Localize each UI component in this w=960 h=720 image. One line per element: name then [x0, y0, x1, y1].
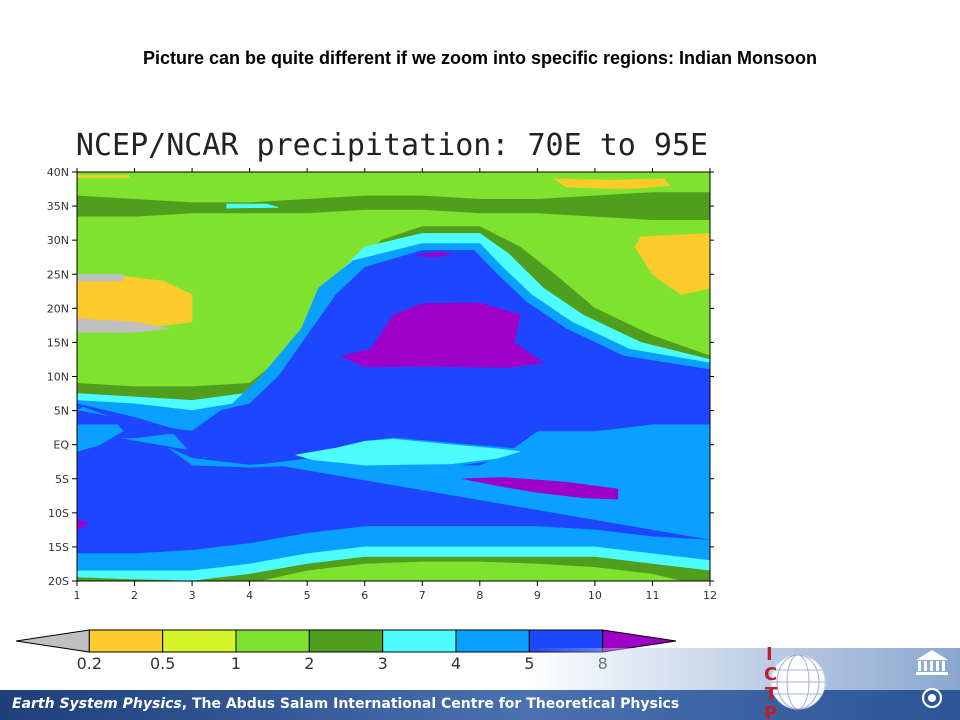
x-tick-label: 11: [645, 589, 659, 602]
contour-band: [77, 192, 710, 220]
contour-band: [77, 410, 308, 466]
contour-band: [77, 175, 130, 178]
footer-text: Earth System Physics, The Abdus Salam In…: [12, 696, 679, 712]
slide-title: Picture can be quite different if we zoo…: [142, 48, 818, 68]
y-tick-label: 10N: [47, 371, 69, 384]
y-tick-label: 15N: [47, 336, 69, 349]
x-axis: 1 2 3 4 5 6 7 8 9 10 11 12: [74, 168, 717, 602]
x-tick-label: 6: [361, 589, 368, 602]
x-tick-label: 8: [476, 589, 483, 602]
y-axis: 20S 15S 10S 5S EQ 5N 10N 15N 20N 25N 30N 35N 40N: [47, 166, 714, 588]
y-tick-label: 5S: [55, 473, 69, 486]
x-tick-label: 2: [131, 589, 138, 602]
contour-band: [634, 233, 710, 296]
y-tick-label: 35N: [47, 200, 69, 213]
contour-band: [261, 561, 682, 581]
contour-band: [77, 273, 124, 282]
footer-italic: Earth System Physics: [12, 696, 182, 712]
colorbar-high-arrow: [602, 629, 677, 653]
contour-band: [340, 302, 544, 368]
contour-bands: [77, 175, 710, 581]
contour-band: [553, 178, 671, 190]
x-tick-label: 5: [304, 589, 311, 602]
contour-band: [226, 203, 279, 209]
y-tick-label: 10S: [48, 507, 69, 520]
chart-title: NCEP/NCAR precipitation: 70E to 95E: [76, 128, 708, 163]
x-tick-label: 12: [703, 589, 717, 602]
contour-band: [462, 477, 619, 500]
contour-band: [295, 438, 521, 466]
x-tick-label: 7: [419, 589, 426, 602]
y-tick-label: 15S: [48, 541, 69, 554]
y-tick-label: EQ: [53, 439, 69, 452]
x-tick-label: 10: [588, 589, 602, 602]
x-tick-label: 1: [74, 589, 81, 602]
x-tick-label: 9: [534, 589, 541, 602]
x-tick-label: 4: [246, 589, 253, 602]
y-tick-label: 25N: [47, 268, 69, 281]
unesco-icon: [916, 650, 948, 708]
contour-band: [77, 318, 170, 333]
y-tick-label: 40N: [47, 166, 69, 179]
y-tick-label: 20N: [47, 302, 69, 315]
x-tick-label: 3: [189, 589, 196, 602]
footer-institution: , The Abdus Salam International Centre f…: [181, 696, 680, 712]
y-tick-label: 30N: [47, 234, 69, 247]
y-tick-label: 5N: [54, 405, 69, 418]
contour-band: [77, 519, 90, 531]
contour-band: [416, 251, 452, 258]
y-tick-label: 20S: [48, 575, 69, 588]
